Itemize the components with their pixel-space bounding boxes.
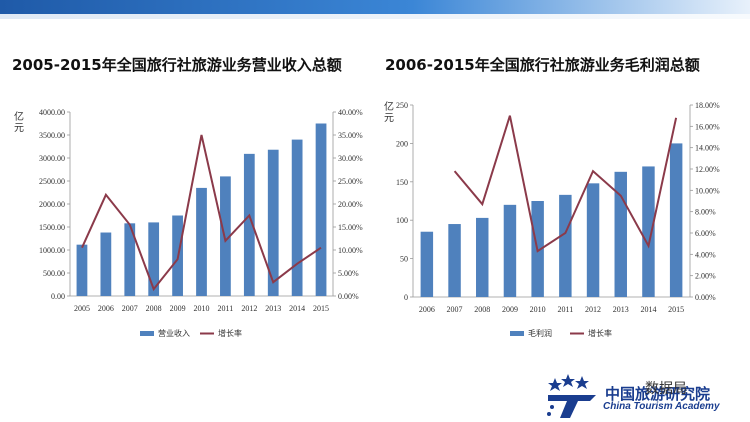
left-tick-label: 150: [396, 178, 408, 187]
x-tick-label: 2010: [194, 304, 210, 313]
logo-name-en: China Tourism Academy: [603, 401, 720, 412]
legend-label-line: 增长率: [588, 328, 612, 338]
left-tick-label: 3500.00: [39, 131, 65, 140]
legend-swatch-bar: [140, 331, 154, 336]
bar: [503, 204, 517, 297]
left-tick-label: 500.00: [43, 269, 65, 278]
bar: [267, 149, 279, 296]
x-tick-label: 2005: [74, 304, 90, 313]
growth-rate-line: [453, 115, 678, 253]
x-tick-label: 2012: [585, 305, 601, 314]
x-tick-label: 2009: [170, 304, 186, 313]
bar: [669, 143, 683, 297]
chart-1-title: 2005-2015年全国旅行社旅游业务营业收入总额: [12, 56, 342, 74]
right-tick-label: 8.00%: [695, 208, 716, 217]
x-tick-label: 2008: [474, 305, 490, 314]
x-tick-label: 2013: [265, 304, 281, 313]
left-tick-label: 2000.00: [39, 200, 65, 209]
right-tick-label: 10.00%: [338, 246, 363, 255]
right-tick-label: 4.00%: [695, 250, 716, 259]
legend-label-line: 增长率: [218, 328, 242, 338]
x-tick-label: 2011: [557, 305, 573, 314]
right-tick-label: 18.00%: [695, 101, 720, 110]
bar: [420, 231, 434, 297]
x-tick-label: 2006: [98, 304, 114, 313]
top-banner-shadow: [0, 14, 750, 19]
x-tick-label: 2014: [289, 304, 305, 313]
left-tick-label: 0: [404, 293, 408, 302]
bar: [448, 224, 461, 297]
bar: [642, 166, 655, 297]
x-tick-label: 2007: [122, 304, 138, 313]
bar: [220, 176, 231, 296]
bar: [196, 187, 207, 296]
chart-2-title: 2006-2015年全国旅行社旅游业务毛利润总额: [385, 56, 700, 74]
legend-label-bar: 毛利润: [528, 328, 552, 338]
legend-swatch-bar: [510, 331, 524, 336]
x-tick-label: 2012: [241, 304, 257, 313]
left-tick-label: 200: [396, 139, 408, 148]
x-tick-label: 2013: [613, 305, 629, 314]
left-tick-label: 2500.00: [39, 177, 65, 186]
left-tick-label: 4000.00: [39, 108, 65, 117]
unit-label-char: 亿: [14, 110, 24, 123]
x-tick-label: 2015: [668, 305, 684, 314]
x-tick-label: 2008: [146, 304, 162, 313]
bar: [100, 232, 112, 296]
bar: [586, 183, 600, 297]
bar: [124, 223, 136, 296]
growth-rate-line: [81, 134, 322, 292]
x-tick-label: 2006: [419, 305, 435, 314]
right-tick-label: 5.00%: [338, 269, 359, 278]
right-tick-label: 6.00%: [695, 229, 716, 238]
bar: [148, 222, 160, 296]
unit-label-char: 亿: [384, 100, 394, 113]
right-tick-label: 25.00%: [338, 177, 363, 186]
unit-label-char: 元: [14, 123, 24, 134]
right-tick-label: 35.00%: [338, 131, 363, 140]
left-tick-label: 0.00: [51, 292, 65, 301]
left-tick-label: 1000.00: [39, 246, 65, 255]
left-tick-label: 3000.00: [39, 154, 65, 163]
right-tick-label: 14.00%: [695, 144, 720, 153]
bar: [315, 123, 327, 296]
unit-label-char: 元: [384, 113, 394, 124]
right-tick-label: 30.00%: [338, 154, 363, 163]
right-tick-label: 20.00%: [338, 200, 363, 209]
left-tick-label: 100: [396, 216, 408, 225]
left-tick-label: 1500.00: [39, 223, 65, 232]
bar: [243, 153, 255, 296]
chart-1: 0.00 500.00 1000.00 1500.00 2000.00 2500.00 30…: [14, 108, 363, 338]
x-tick-label: 2014: [640, 305, 656, 314]
x-tick-label: 2007: [447, 305, 463, 314]
x-tick-label: 2009: [502, 305, 518, 314]
bar: [291, 139, 303, 296]
logo-name-cn: 中国旅游研究院: [605, 385, 711, 403]
bar: [476, 217, 489, 297]
legend-label-bar: 营业收入: [158, 328, 190, 338]
right-tick-label: 10.00%: [695, 186, 720, 195]
x-tick-label: 2011: [218, 304, 234, 313]
chart-2: 0 50 100 150 200 250 0.00% 2.00% 4.00% 6.00% 8.00%…: [384, 100, 720, 338]
right-tick-label: 2.00%: [695, 272, 716, 281]
right-tick-label: 0.00%: [695, 293, 716, 302]
watermark-text: 数据局: [645, 381, 687, 397]
left-tick-label: 250: [396, 101, 408, 110]
right-tick-label: 16.00%: [695, 122, 720, 131]
right-tick-label: 40.00%: [338, 108, 363, 117]
bar: [76, 244, 88, 296]
left-tick-label: 50: [400, 255, 408, 264]
bar: [559, 194, 572, 297]
right-tick-label: 0.00%: [338, 292, 359, 301]
x-tick-label: 2010: [530, 305, 546, 314]
top-banner: [0, 0, 750, 14]
x-tick-label: 2015: [313, 304, 329, 313]
right-tick-label: 12.00%: [695, 165, 720, 174]
right-tick-label: 15.00%: [338, 223, 363, 232]
